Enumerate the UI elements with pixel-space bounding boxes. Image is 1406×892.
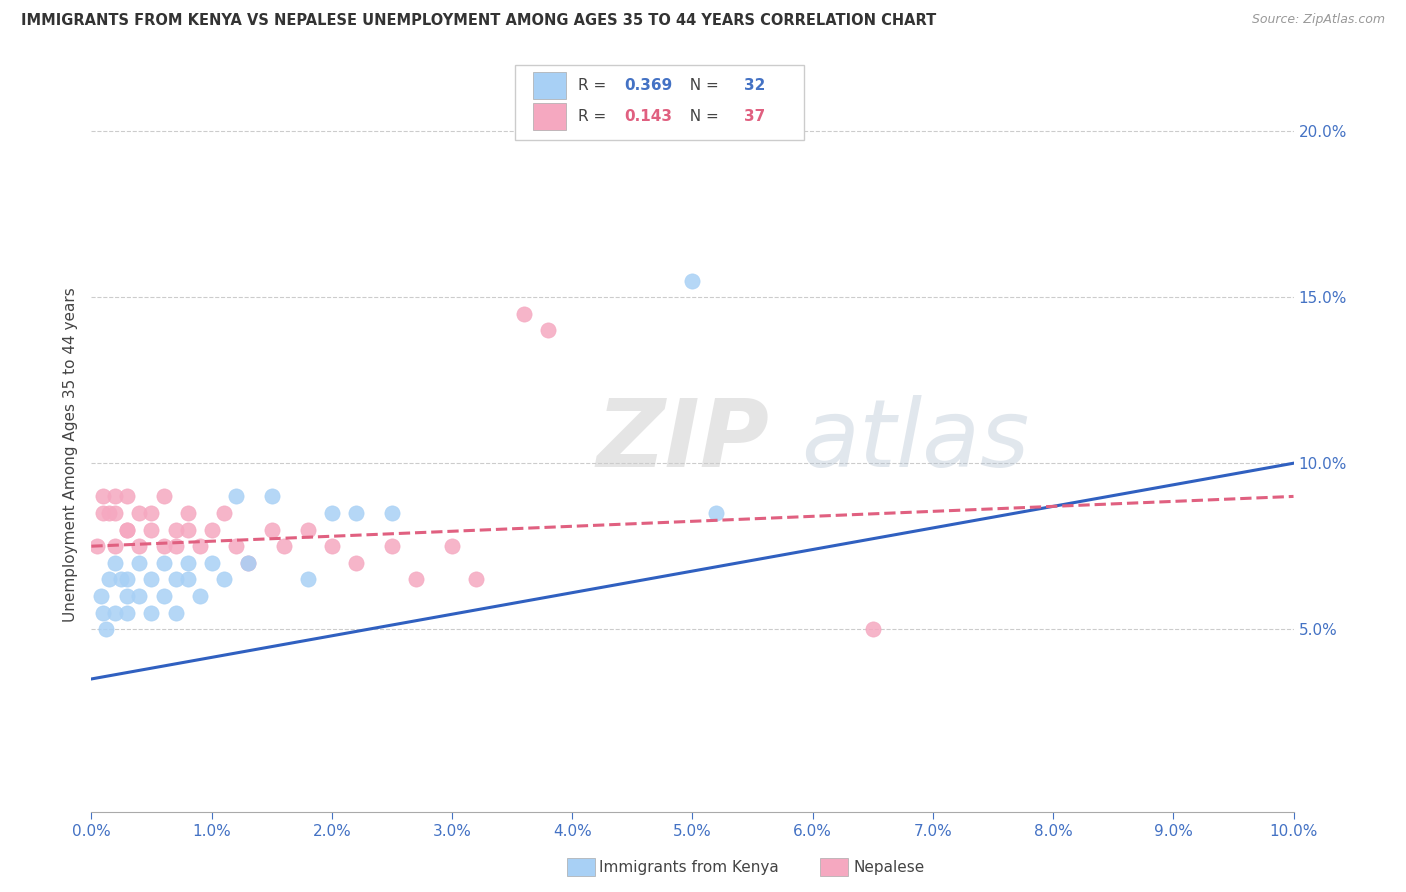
Point [141, 523, 163, 537]
Point [128, 539, 150, 553]
Point [344, 506, 367, 520]
Point [381, 539, 404, 553]
Text: IMMIGRANTS FROM KENYA VS NEPALESE UNEMPLOYMENT AMONG AGES 35 TO 44 YEARS CORRELA: IMMIGRANTS FROM KENYA VS NEPALESE UNEMPL… [21, 13, 936, 29]
Point [152, 589, 174, 603]
Text: 0.369: 0.369 [624, 78, 672, 93]
Text: R =: R = [578, 109, 612, 124]
Point [297, 573, 319, 587]
Point [344, 556, 367, 570]
Point [141, 606, 163, 620]
Point [537, 323, 560, 337]
Point [176, 556, 198, 570]
Point [513, 307, 536, 321]
Text: Nepalese: Nepalese [853, 860, 925, 874]
Point [117, 606, 139, 620]
Point [321, 506, 343, 520]
Point [321, 539, 343, 553]
Point [104, 490, 127, 504]
Point [236, 556, 259, 570]
Point [176, 573, 198, 587]
Point [225, 539, 247, 553]
Text: Immigrants from Kenya: Immigrants from Kenya [599, 860, 779, 874]
Point [86, 539, 108, 553]
Point [90, 589, 112, 603]
Point [212, 506, 235, 520]
Point [94, 622, 117, 636]
Point [104, 539, 127, 553]
Text: 0.143: 0.143 [624, 109, 672, 124]
Point [273, 539, 295, 553]
Point [104, 606, 127, 620]
Point [152, 539, 174, 553]
Point [862, 622, 884, 636]
Point [706, 506, 728, 520]
Bar [533, 103, 567, 130]
FancyBboxPatch shape [515, 65, 804, 139]
Point [201, 523, 224, 537]
Point [681, 274, 703, 288]
Point [297, 523, 319, 537]
Point [212, 573, 235, 587]
Point [165, 539, 187, 553]
Point [165, 606, 187, 620]
Point [465, 573, 488, 587]
Point [440, 539, 463, 553]
Point [117, 573, 139, 587]
Text: Source: ZipAtlas.com: Source: ZipAtlas.com [1251, 13, 1385, 27]
Point [405, 573, 427, 587]
Point [201, 556, 224, 570]
Point [128, 589, 150, 603]
Point [128, 556, 150, 570]
Point [188, 539, 211, 553]
Point [117, 523, 139, 537]
Text: 37: 37 [744, 109, 765, 124]
Y-axis label: Unemployment Among Ages 35 to 44 years: Unemployment Among Ages 35 to 44 years [62, 287, 77, 623]
Point [176, 523, 198, 537]
Point [260, 523, 283, 537]
Point [110, 573, 132, 587]
Point [381, 506, 404, 520]
Point [98, 573, 121, 587]
Point [141, 573, 163, 587]
Point [260, 490, 283, 504]
Text: ZIP: ZIP [596, 394, 769, 487]
Point [117, 589, 139, 603]
Text: atlas: atlas [800, 395, 1029, 486]
Point [152, 556, 174, 570]
Point [225, 490, 247, 504]
Point [93, 506, 115, 520]
Point [236, 556, 259, 570]
Point [176, 506, 198, 520]
Point [93, 490, 115, 504]
Point [165, 573, 187, 587]
Point [128, 506, 150, 520]
Point [117, 490, 139, 504]
Point [104, 556, 127, 570]
Point [98, 506, 121, 520]
Point [165, 523, 187, 537]
Text: N =: N = [681, 109, 724, 124]
Text: N =: N = [681, 78, 724, 93]
Point [152, 490, 174, 504]
Text: 32: 32 [744, 78, 765, 93]
Point [104, 506, 127, 520]
Point [117, 523, 139, 537]
Point [93, 606, 115, 620]
Text: R =: R = [578, 78, 612, 93]
Bar [533, 71, 567, 99]
Point [141, 506, 163, 520]
Point [188, 589, 211, 603]
